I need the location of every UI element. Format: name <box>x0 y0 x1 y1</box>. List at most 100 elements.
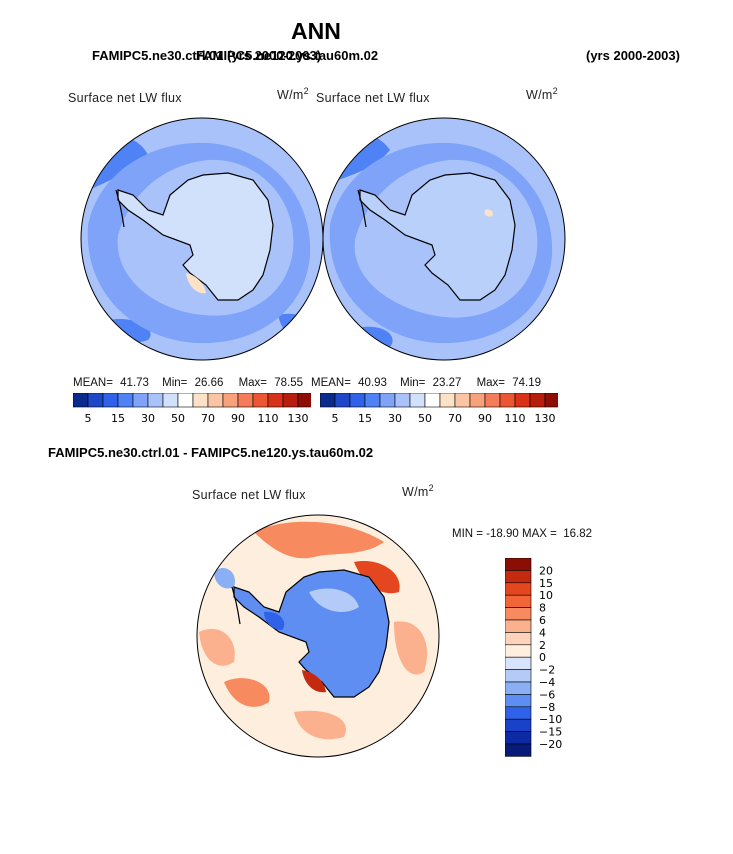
ctrl-mean-value: 41.73 <box>120 377 149 389</box>
ctrl-colorbar-tick-label: 70 <box>201 412 215 425</box>
test-colorbar-swatch <box>349 393 366 408</box>
ctrl-min-label: Min= <box>162 377 188 389</box>
test-max-value: 74.19 <box>512 377 542 389</box>
ctrl-colorbar-tick-label: 30 <box>141 412 155 425</box>
ctrl-colorbar-swatch <box>87 393 104 408</box>
test-continent <box>359 172 516 301</box>
test-colorbar-swatch <box>394 393 411 408</box>
test-colorbar-swatch <box>439 393 456 408</box>
diff-colorbar-tick-label: 8 <box>539 602 546 615</box>
diff-continent-patch <box>264 611 285 630</box>
diff-colorbar-swatch <box>505 619 532 633</box>
ctrl-colorbar-swatch <box>132 393 149 408</box>
diff-region-negative <box>214 567 235 589</box>
test-colorbar: 5 15 30 50 70 90 110 130 <box>320 393 558 425</box>
diff-map-border <box>196 514 440 758</box>
ctrl-colorbar-swatch <box>162 393 179 408</box>
ctrl-colorbar-swatch <box>222 393 239 408</box>
diff-min-max: MIN = -18.90 MAX = 16.82 <box>452 528 592 540</box>
ctrl-colorbar-swatch <box>177 393 194 408</box>
ctrl-max-label: Max= <box>238 377 268 389</box>
diff-colorbar-tick-label: 6 <box>539 614 546 627</box>
diff-colorbar-tick-label: −10 <box>539 713 562 726</box>
ctrl-colorbar-swatch <box>207 393 224 408</box>
diff-colorbar-tick-label: −20 <box>539 738 562 751</box>
ctrl-colorbar-tick-label: 50 <box>171 412 185 425</box>
diff-region-positive <box>294 710 346 740</box>
test-stats: MEAN= 40.93 Min= 23.27 Max= 74.19 <box>311 377 541 389</box>
diff-colorbar-swatch <box>505 706 532 720</box>
diff-region-positive <box>199 628 235 666</box>
test-colorbar-swatch <box>529 393 546 408</box>
diff-coastline <box>231 586 241 625</box>
test-colorbar-swatch <box>454 393 471 408</box>
ctrl-colorbar-swatch <box>147 393 164 408</box>
ctrl-colorbar-swatch <box>267 393 284 408</box>
test-colorbar-swatch <box>514 393 531 408</box>
ctrl-coastline <box>115 189 125 228</box>
ctrl-colorbar-swatch <box>117 393 134 408</box>
diff-colorbar-tick-label: 20 <box>539 564 553 577</box>
test-mean-value: 40.93 <box>358 377 387 389</box>
diff-colorbar-swatch <box>505 731 532 745</box>
diff-case-title: FAMIPC5.ne30.ctrl.01 - FAMIPC5.ne120.ys.… <box>48 445 374 460</box>
diff-colorbar-tick-label: 0 <box>539 651 546 664</box>
diff-warm-peak <box>302 670 326 693</box>
diff-colorbar-swatch <box>505 694 532 708</box>
diff-colorbar-swatch <box>505 632 532 646</box>
diff-units-sup: 2 <box>428 483 434 493</box>
ctrl-continent <box>117 172 274 301</box>
diff-colorbar-tick-label: −2 <box>539 664 555 677</box>
test-colorbar-swatch <box>334 393 351 408</box>
diff-colorbar-swatch <box>505 558 532 571</box>
test-min-label: Min= <box>400 377 426 389</box>
test-colorbar-tick-label: 50 <box>418 412 432 425</box>
test-colorbar-swatch <box>364 393 381 408</box>
ctrl-colorbar-swatch <box>192 393 209 408</box>
test-units-base: W/m <box>526 88 553 103</box>
ctrl-colorbar-swatch <box>102 393 119 408</box>
diff-colorbar-swatch <box>505 743 532 757</box>
diff-colorbar-swatch <box>505 607 532 621</box>
ctrl-max-value: 78.55 <box>274 377 304 389</box>
test-units: W/m2 <box>526 86 558 102</box>
ctrl-min-value: 26.66 <box>194 377 224 389</box>
ctrl-colorbar-swatch <box>237 393 254 408</box>
ctrl-units: W/m2 <box>277 86 309 102</box>
test-units-sup: 2 <box>552 86 558 96</box>
diff-colorbar-swatch <box>505 570 532 584</box>
test-colorbar-swatch <box>320 393 336 408</box>
ctrl-region-low-flux <box>278 313 314 340</box>
diff-region-positive <box>254 521 384 559</box>
test-warm-anomaly <box>484 209 493 217</box>
diff-colorbar-tick-label: 15 <box>539 577 553 590</box>
test-colorbar-swatch <box>424 393 441 408</box>
test-colorbar-tick-label: 110 <box>505 412 526 425</box>
test-max-label: Max= <box>476 377 506 389</box>
ctrl-colorbar-tick-label: 130 <box>288 412 309 425</box>
test-mean-label: MEAN= <box>311 377 351 389</box>
ctrl-colorbar-swatch <box>73 393 89 408</box>
ctrl-colorbar-tick-label: 15 <box>111 412 125 425</box>
diff-colorbar-swatch <box>505 644 532 658</box>
test-colorbar-swatch <box>499 393 516 408</box>
test-map-border <box>322 117 566 361</box>
test-polar-map <box>322 117 566 361</box>
test-colorbar-swatch <box>484 393 501 408</box>
test-colorbar-swatch <box>409 393 426 408</box>
ctrl-polar-map <box>80 117 324 361</box>
diff-colorbar-swatch <box>505 669 532 683</box>
ctrl-colorbar-swatch <box>297 393 311 408</box>
diff-colorbar-tick-label: 2 <box>539 639 546 652</box>
diff-colorbar-swatch <box>505 582 532 596</box>
ctrl-case-title: FAMIPC5.ne30.ctrl.01 (yrs 2000-2003) <box>92 48 322 63</box>
ctrl-colorbar-tick-label: 110 <box>258 412 279 425</box>
test-colorbar-swatch <box>379 393 396 408</box>
diff-region-positive <box>394 621 428 675</box>
ctrl-mean-label: MEAN= <box>73 377 113 389</box>
test-colorbar-swatch <box>469 393 486 408</box>
diff-continent-patch <box>309 588 359 612</box>
ctrl-colorbar-swatch <box>252 393 269 408</box>
diff-colorbar-tick-label: −6 <box>539 688 555 701</box>
